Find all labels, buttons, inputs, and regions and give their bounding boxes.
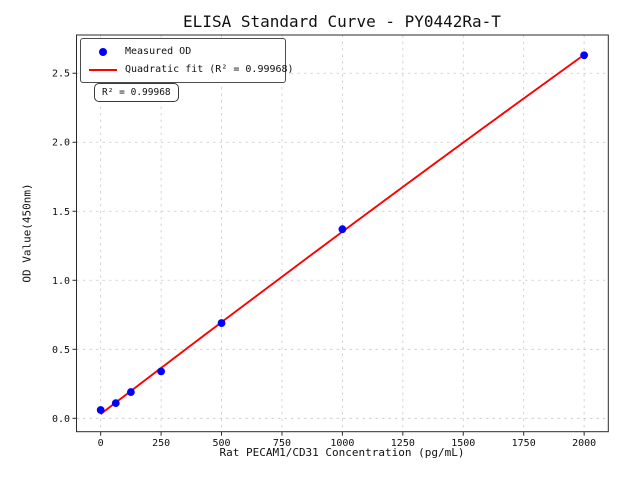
measured-od-point: [157, 367, 166, 376]
y-tick-label: 0.0: [52, 414, 70, 425]
r-squared-annotation: R² = 0.99968: [94, 83, 179, 102]
y-axis-label: OD Value(450nm): [20, 183, 34, 283]
legend: Measured OD Quadratic fit (R² = 0.99968): [80, 38, 294, 83]
measured-od-point: [96, 406, 105, 414]
chart-title: ELISA Standard Curve - PY0442Ra-T: [183, 12, 501, 31]
x-tick-label: 0: [98, 438, 104, 449]
legend-item-measured-od: Measured OD: [87, 44, 277, 59]
fit-line-icon: [89, 68, 117, 71]
y-tick-label: 0.5: [52, 345, 70, 356]
x-tick-label: 500: [213, 438, 231, 449]
legend-item-quadratic-fit: Quadratic fit (R² = 0.99968): [87, 62, 294, 77]
measured-od-point: [111, 399, 120, 408]
legend-marker-cell: [87, 68, 119, 71]
legend-label-measured-od: Measured OD: [125, 46, 192, 57]
measured-od-marker-icon: [99, 47, 107, 56]
legend-marker-cell: [87, 47, 119, 56]
x-tick-label: 1250: [391, 438, 415, 449]
x-tick-label: 1000: [330, 438, 354, 449]
y-tick-label: 2.0: [52, 138, 70, 149]
x-tick-label: 1500: [451, 438, 475, 449]
x-tick-label: 750: [273, 438, 291, 449]
measured-od-point: [580, 51, 589, 60]
y-tick-label: 1.0: [52, 276, 70, 287]
x-tick-label: 250: [152, 438, 170, 449]
legend-label-quadratic-fit: Quadratic fit (R² = 0.99968): [125, 64, 294, 75]
measured-od-point: [338, 225, 347, 234]
y-tick-label: 1.5: [52, 207, 70, 218]
measured-od-point: [217, 319, 226, 327]
measured-od-point: [126, 388, 135, 396]
x-tick-label: 1750: [512, 438, 536, 449]
y-tick-label: 2.5: [52, 69, 70, 80]
x-tick-label: 2000: [572, 438, 596, 449]
x-axis-label: Rat PECAM1/CD31 Concentration (pg/mL): [219, 446, 465, 459]
